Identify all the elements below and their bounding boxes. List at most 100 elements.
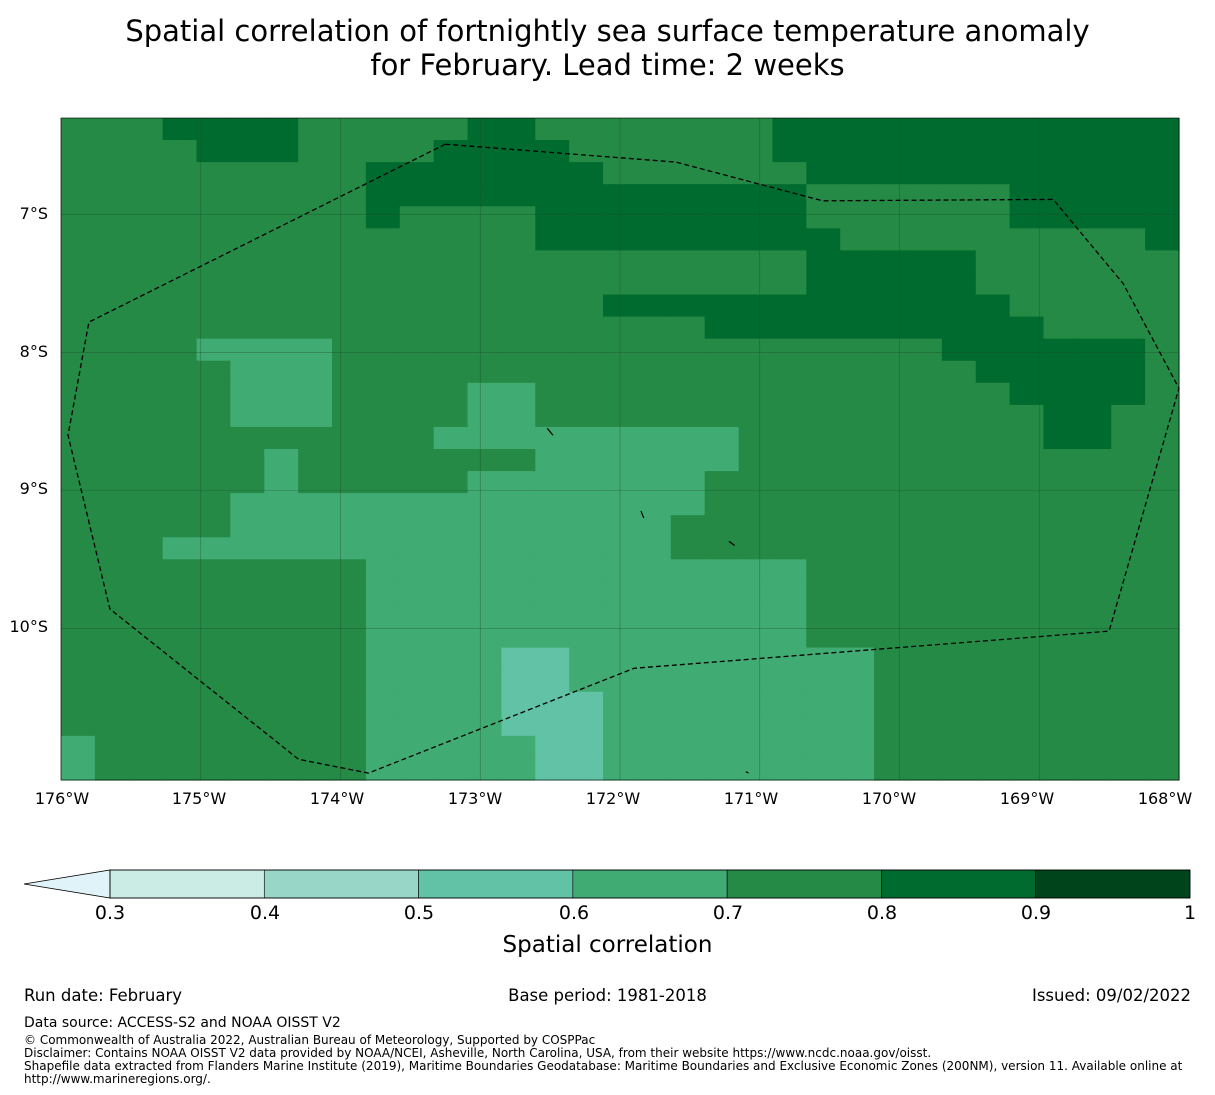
grid-cell xyxy=(1009,118,1045,141)
grid-cell xyxy=(535,338,570,362)
grid-cell xyxy=(975,426,1011,450)
grid-cell xyxy=(298,757,333,781)
issued-date: Issued: 09/02/2022 xyxy=(1031,986,1191,1005)
grid-cell xyxy=(501,471,536,494)
grid-cell xyxy=(230,140,265,163)
grid-cell xyxy=(569,272,604,296)
grid-cell xyxy=(772,537,807,560)
grid-cell xyxy=(467,581,503,605)
grid-cell xyxy=(332,140,367,163)
grid-cell xyxy=(738,471,774,494)
grid-cell xyxy=(941,625,977,649)
grid-cell xyxy=(1077,625,1112,649)
grid-cell xyxy=(941,360,977,384)
island-mark xyxy=(745,771,749,774)
grid-cell xyxy=(975,691,1011,715)
grid-cell xyxy=(128,250,164,274)
grid-cell xyxy=(738,669,774,693)
grid-cell xyxy=(874,426,909,450)
grid-cell xyxy=(569,140,604,163)
grid-cell xyxy=(941,140,977,163)
grid-cell xyxy=(738,625,774,649)
grid-cell xyxy=(1145,118,1180,141)
grid-cell xyxy=(772,140,807,163)
grid-cell xyxy=(535,140,570,163)
grid-cell xyxy=(1077,206,1112,229)
grid-cell xyxy=(433,449,469,472)
grid-cell xyxy=(128,757,164,781)
grid-cell xyxy=(874,272,909,296)
grid-cell xyxy=(162,603,198,627)
grid-cell xyxy=(772,625,807,649)
grid-cell xyxy=(61,404,96,428)
grid-cell xyxy=(162,162,198,185)
grid-cell xyxy=(1009,559,1045,582)
grid-cell xyxy=(230,537,265,560)
grid-cell xyxy=(128,471,164,494)
grid-cell xyxy=(941,449,977,472)
grid-cell xyxy=(298,625,333,649)
grid-cell xyxy=(365,184,401,207)
grid-cell xyxy=(1077,118,1112,141)
grid-cell xyxy=(61,691,96,715)
grid-cell xyxy=(535,757,570,781)
grid-cell xyxy=(433,515,469,538)
grid-cell xyxy=(196,272,231,296)
grid-cell xyxy=(467,757,503,781)
grid-cell xyxy=(907,735,943,759)
grid-cell xyxy=(975,669,1011,693)
grid-cell xyxy=(840,691,875,715)
grid-cell xyxy=(298,581,333,605)
grid-cell xyxy=(535,581,570,605)
grid-cell xyxy=(433,382,469,406)
grid-cell xyxy=(128,360,164,384)
grid-cell xyxy=(670,228,706,251)
grid-cell xyxy=(1009,669,1045,693)
grid-cell xyxy=(772,404,807,428)
grid-cell xyxy=(399,757,435,781)
grid-cell xyxy=(1145,250,1180,274)
grid-cell xyxy=(1077,250,1112,274)
grid-cell xyxy=(907,515,943,538)
grid-cell xyxy=(569,250,604,274)
grid-cell xyxy=(535,250,570,274)
grid-cell xyxy=(230,118,265,141)
grid-cell xyxy=(874,140,909,163)
grid-cell xyxy=(1077,294,1112,318)
grid-cell xyxy=(94,493,130,516)
grid-cell xyxy=(1043,735,1078,759)
grid-cell xyxy=(433,581,469,605)
grid-cell xyxy=(61,735,96,759)
grid-cell xyxy=(874,757,909,781)
grid-cell xyxy=(772,382,807,406)
grid-cell xyxy=(874,625,909,649)
grid-cell xyxy=(264,669,299,693)
grid-cell xyxy=(941,162,977,185)
grid-cell xyxy=(94,140,130,163)
grid-cell xyxy=(1111,603,1146,627)
grid-cell xyxy=(230,404,265,428)
grid-cell xyxy=(433,691,469,715)
grid-cell xyxy=(264,647,299,671)
grid-cell xyxy=(162,669,198,693)
grid-cell xyxy=(975,757,1011,781)
eez-boundary xyxy=(67,143,1180,774)
grid-cell xyxy=(975,228,1011,251)
grid-cell xyxy=(1009,426,1045,450)
grid-cell xyxy=(196,559,231,582)
grid-cell xyxy=(907,559,943,582)
colorbar-outline xyxy=(109,869,1191,899)
grid-cell xyxy=(365,713,401,737)
grid-cell xyxy=(636,250,672,274)
grid-cell xyxy=(670,360,706,384)
grid-cell xyxy=(61,625,96,649)
grid-cell xyxy=(94,647,130,671)
grid-cell xyxy=(128,713,164,737)
grid-cell xyxy=(941,228,977,251)
grid-cell xyxy=(636,382,672,406)
grid-cell xyxy=(94,757,130,781)
grid-cell xyxy=(1077,449,1112,472)
lon-label-168w: 168°W xyxy=(1137,789,1193,808)
grid-cell xyxy=(535,426,570,450)
grid-cell xyxy=(433,669,469,693)
